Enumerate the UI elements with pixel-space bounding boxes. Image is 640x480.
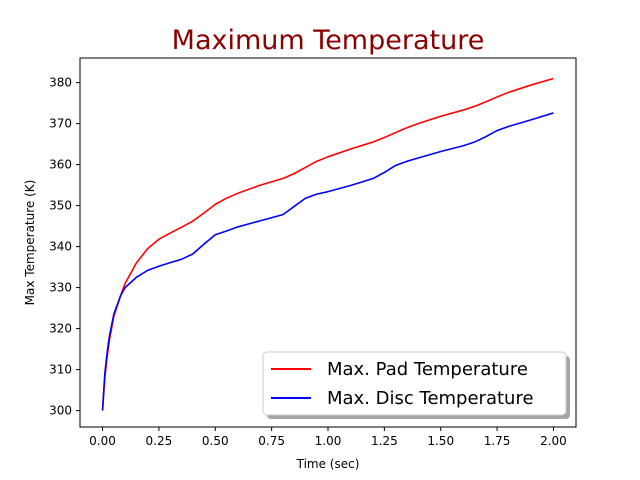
y-tick-label: 370 [49, 117, 72, 131]
series-line-pad [101, 77, 554, 411]
series-line-disc [101, 112, 554, 411]
y-tick-label: 360 [49, 158, 72, 172]
y-tick-label: 380 [49, 76, 72, 90]
series-lines [101, 77, 554, 411]
y-axis-label: Max Temperature (K) [23, 180, 37, 306]
x-tick-label: 0.00 [89, 434, 116, 448]
y-tick-label: 330 [49, 281, 72, 295]
legend-label: Max. Pad Temperature [327, 359, 528, 380]
y-tick-label: 340 [49, 240, 72, 254]
chart-title: Maximum Temperature [172, 25, 485, 56]
x-tick-label: 0.75 [258, 434, 285, 448]
y-tick-label: 320 [49, 322, 72, 336]
plot-frame [79, 57, 577, 428]
legend-label: Max. Disc Temperature [327, 388, 534, 409]
legend-box [262, 351, 567, 416]
x-tick-label: 0.25 [146, 434, 173, 448]
legend: Max. Pad Temperature Max. Disc Temperatur… [262, 351, 570, 419]
x-tick-label: 1.00 [315, 434, 342, 448]
x-tick-label: 1.25 [371, 434, 398, 448]
x-tick-label: 1.50 [427, 434, 454, 448]
x-axis-label: Time (sec) [296, 457, 360, 471]
axes: 0.00 0.25 0.50 0.75 1.00 1.25 1.50 1.75 2.00 300 3… [49, 76, 567, 448]
x-tick-label: 0.50 [202, 434, 229, 448]
y-tick-label: 350 [49, 199, 72, 213]
x-tick-label: 2.00 [540, 434, 567, 448]
x-tick-label: 1.75 [484, 434, 511, 448]
y-tick-label: 310 [49, 363, 72, 377]
y-tick-label: 300 [49, 404, 72, 418]
